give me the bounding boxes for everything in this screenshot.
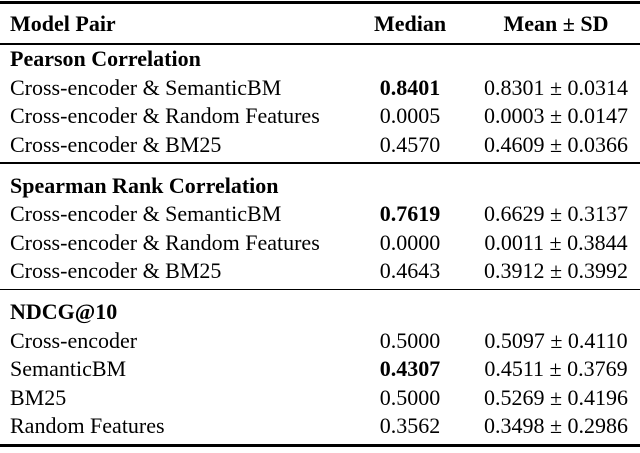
section-title-row: Spearman Rank Correlation — [0, 172, 640, 201]
column-header-mean-sd: Mean ± SD — [503, 11, 609, 36]
table-row: Cross-encoder & Random Features 0.0005 0… — [0, 102, 640, 131]
mean-sd-cell: 0.8301 ± 0.0314 — [483, 74, 629, 100]
median-cell: 0.0005 — [379, 103, 441, 128]
mean-sd-cell: 0.4609 ± 0.0366 — [483, 131, 629, 157]
column-header-median: Median — [373, 11, 447, 36]
section-title-row: NDCG@10 — [0, 298, 640, 327]
section-spearman: Spearman Rank Correlation Cross-encoder … — [0, 164, 640, 289]
model-pair-cell: Cross-encoder & Random Features — [10, 103, 320, 128]
median-cell: 0.4643 — [379, 258, 441, 283]
mean-sd-cell: 0.0003 ± 0.0147 — [483, 103, 629, 128]
model-pair-cell: Cross-encoder & Random Features — [10, 229, 320, 255]
median-cell: 0.4307 — [379, 356, 441, 381]
model-pair-cell: Cross-encoder — [10, 327, 138, 353]
model-pair-cell: Cross-encoder & SemanticBM — [10, 201, 282, 226]
section-divider — [0, 162, 640, 164]
median-cell: 0.8401 — [379, 74, 441, 100]
table-row: Random Features 0.3562 0.3498 ± 0.2986 — [0, 412, 640, 441]
table-row: Cross-encoder 0.5000 0.5097 ± 0.4110 — [0, 327, 640, 356]
mean-sd-cell: 0.5097 ± 0.4110 — [484, 327, 628, 353]
section-divider — [0, 288, 640, 290]
model-pair-cell: Random Features — [10, 413, 165, 438]
table-row: SemanticBM 0.4307 0.4511 ± 0.3769 — [0, 355, 640, 384]
median-cell: 0.3562 — [379, 413, 441, 438]
table-header-row: Model Pair Median Mean ± SD — [0, 4, 640, 43]
mean-sd-cell: 0.3912 ± 0.3992 — [483, 258, 629, 283]
model-pair-cell: Cross-encoder & BM25 — [10, 131, 222, 157]
median-cell: 0.7619 — [379, 201, 441, 226]
mean-sd-cell: 0.0011 ± 0.3844 — [484, 229, 628, 255]
model-pair-cell: BM25 — [10, 384, 67, 410]
model-pair-cell: SemanticBM — [10, 356, 127, 381]
table-row: Cross-encoder & BM25 0.4570 0.4609 ± 0.0… — [0, 131, 640, 160]
mean-sd-cell: 0.4511 ± 0.3769 — [484, 356, 628, 381]
table-row: Cross-encoder & SemanticBM 0.8401 0.8301… — [0, 74, 640, 103]
median-cell: 0.5000 — [379, 384, 441, 410]
table-row: Cross-encoder & BM25 0.4643 0.3912 ± 0.3… — [0, 257, 640, 286]
header-divider — [0, 43, 640, 45]
mean-sd-cell: 0.5269 ± 0.4196 — [483, 384, 629, 410]
bottom-rule — [0, 443, 640, 447]
mean-sd-cell: 0.3498 ± 0.2986 — [483, 413, 629, 438]
mean-sd-cell: 0.6629 ± 0.3137 — [483, 201, 629, 226]
column-header-model-pair: Model Pair — [10, 11, 116, 36]
table-row: BM25 0.5000 0.5269 ± 0.4196 — [0, 384, 640, 413]
median-cell: 0.0000 — [379, 229, 441, 255]
median-cell: 0.5000 — [379, 327, 441, 353]
top-rule — [0, 1, 640, 4]
section-pearson: Pearson Correlation Cross-encoder & Sema… — [0, 45, 640, 162]
section-title-ndcg: NDCG@10 — [10, 299, 118, 324]
model-pair-cell: Cross-encoder & BM25 — [10, 258, 222, 283]
section-title-spearman: Spearman Rank Correlation — [10, 172, 279, 198]
table-row: Cross-encoder & SemanticBM 0.7619 0.6629… — [0, 200, 640, 229]
median-cell: 0.4570 — [379, 131, 441, 157]
table-row: Cross-encoder & Random Features 0.0000 0… — [0, 229, 640, 258]
model-pair-cell: Cross-encoder & SemanticBM — [10, 74, 282, 100]
section-ndcg: NDCG@10 Cross-encoder 0.5000 0.5097 ± 0.… — [0, 290, 640, 444]
section-title-row: Pearson Correlation — [0, 45, 640, 74]
section-title-pearson: Pearson Correlation — [10, 46, 201, 71]
